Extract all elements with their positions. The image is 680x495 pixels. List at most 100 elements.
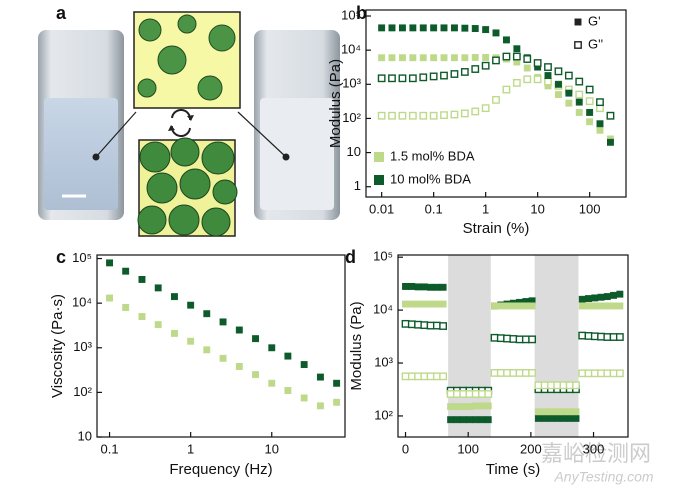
- data-point: [566, 414, 574, 422]
- data-point: [316, 402, 324, 410]
- data-point: [515, 369, 524, 377]
- data-point: [429, 72, 438, 81]
- data-point: [564, 71, 573, 80]
- data-point: [502, 36, 510, 44]
- data-point: [492, 56, 500, 65]
- data-point: [509, 369, 518, 377]
- x-tick-label: 100: [579, 201, 601, 216]
- pointer-line: [95, 111, 137, 158]
- data-point: [512, 78, 521, 87]
- data-point: [528, 302, 536, 310]
- data-point: [544, 63, 552, 71]
- y-tick-label: 10⁵: [72, 250, 92, 265]
- data-point: [414, 320, 422, 329]
- x-axis-label: Frequency (Hz): [169, 461, 272, 478]
- data-point: [450, 110, 459, 119]
- data-point: [484, 416, 492, 424]
- data-point: [252, 335, 259, 343]
- data-point: [553, 408, 561, 416]
- data-point: [414, 283, 422, 291]
- data-point: [419, 111, 428, 120]
- plot-frame: [365, 9, 627, 198]
- data-point: [471, 390, 480, 398]
- data-point: [523, 75, 532, 84]
- data-point: [333, 398, 341, 406]
- x-tick-label: 200: [520, 441, 542, 456]
- data-point: [409, 54, 417, 62]
- data-point: [509, 302, 517, 310]
- y-tick-label: 10²: [342, 110, 361, 125]
- chart-d: 0 100 200 300 10² 10³ 10⁴ 10⁵ Time (s) Modulus (P…: [345, 247, 629, 478]
- data-point: [609, 333, 618, 341]
- data-point: [559, 408, 567, 416]
- data-point: [559, 414, 567, 422]
- x-tick-label: 0.01: [369, 201, 394, 216]
- data-point: [572, 381, 580, 390]
- data-point: [427, 283, 435, 291]
- data-point: [252, 371, 259, 379]
- data-point: [603, 302, 611, 310]
- data-point: [541, 408, 549, 416]
- data-point: [565, 89, 573, 97]
- data-point: [138, 275, 146, 283]
- data-point: [398, 54, 406, 62]
- data-point: [606, 111, 615, 120]
- data-point: [610, 302, 618, 310]
- data-point: [540, 381, 549, 390]
- data-point: [219, 318, 227, 326]
- data-point: [426, 321, 435, 330]
- data-point: [401, 372, 410, 381]
- data-point: [187, 301, 195, 309]
- data-point: [419, 54, 427, 62]
- x-tick-label: 300: [583, 441, 605, 456]
- data-point: [407, 372, 416, 381]
- data-point: [578, 331, 587, 340]
- data-point: [482, 54, 490, 61]
- data-point: [528, 335, 537, 344]
- data-point: [154, 321, 162, 329]
- data-point: [450, 54, 458, 62]
- data-point: [433, 283, 441, 291]
- watermark: 嘉峪检测网: [541, 441, 651, 466]
- y-tick-label: 10³: [374, 354, 393, 369]
- data-point: [427, 300, 435, 308]
- data-point: [459, 390, 468, 398]
- data-point: [408, 300, 416, 308]
- data-point: [432, 372, 441, 381]
- legend-label: G': [588, 13, 601, 28]
- data-point: [138, 313, 146, 321]
- data-point: [603, 369, 612, 378]
- data-point: [170, 329, 178, 337]
- data-point: [471, 65, 480, 73]
- cycle-arrow: [170, 125, 191, 137]
- data-point: [596, 120, 604, 128]
- chart-c: 0.1 1 10 10 10² 10³ 10⁴ 10⁵ Frequency (Hz) Viscos…: [49, 247, 346, 478]
- data-point: [433, 300, 441, 308]
- data-point: [547, 408, 555, 416]
- x-tick-label: 1: [187, 441, 194, 456]
- data-point: [203, 346, 211, 354]
- data-point: [534, 408, 542, 416]
- data-point: [575, 108, 583, 116]
- y-axis-label: Viscosity (Pa·s): [49, 294, 66, 398]
- data-point: [439, 300, 447, 308]
- data-point: [300, 361, 308, 369]
- panel-label: d: [345, 247, 356, 267]
- data-point: [609, 369, 618, 378]
- data-point: [122, 267, 130, 275]
- data-point: [522, 302, 530, 310]
- data-point: [596, 126, 604, 134]
- legend-label: G'': [588, 36, 603, 51]
- data-point: [398, 74, 407, 83]
- data-point: [377, 74, 386, 83]
- data-point: [402, 282, 409, 290]
- data-point: [591, 302, 599, 310]
- data-point: [492, 29, 500, 37]
- data-point: [490, 369, 499, 377]
- data-point: [523, 55, 532, 63]
- data-point: [465, 416, 473, 424]
- data-point: [439, 322, 448, 330]
- data-point: [497, 302, 505, 310]
- data-point: [440, 111, 448, 120]
- data-point: [388, 74, 396, 83]
